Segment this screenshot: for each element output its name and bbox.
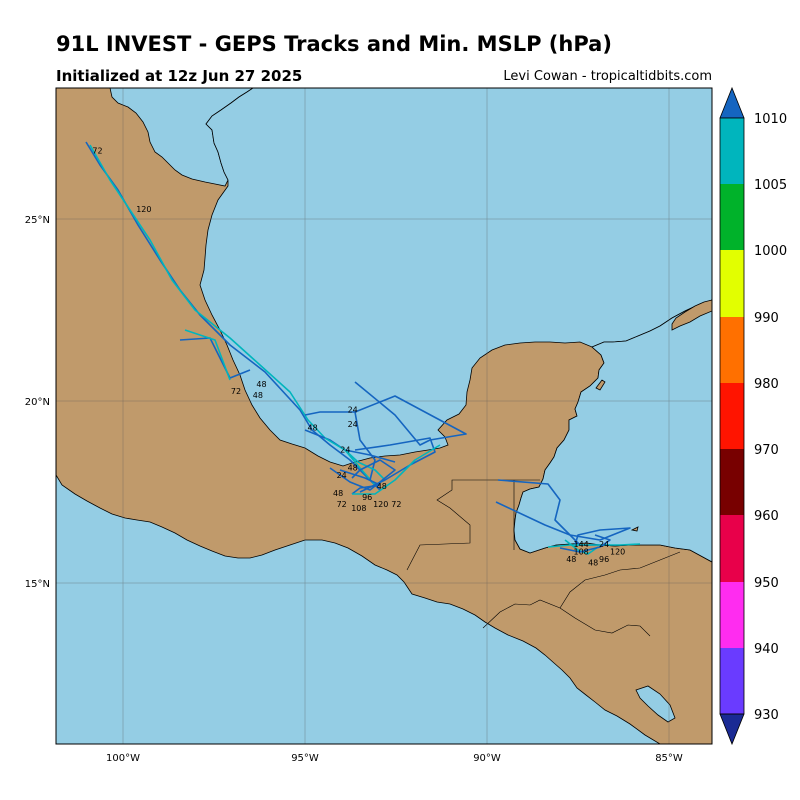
track-line	[354, 437, 436, 493]
storm-tracks	[85, 141, 641, 555]
forecast-hour-label: 72	[337, 500, 347, 509]
forecast-hour-label: 72	[92, 147, 102, 156]
colorbar-segment	[720, 582, 744, 648]
forecast-hour-label: 48	[566, 555, 576, 564]
forecast-hour-label: 120	[373, 500, 388, 509]
colorbar-label: 990	[754, 311, 779, 326]
lon-tick-label: 90°W	[473, 753, 501, 764]
forecast-hour-label: 48	[377, 482, 387, 491]
colorbar-frame	[719, 117, 745, 715]
colorbar-label: 960	[754, 509, 779, 524]
colorbar-segment	[720, 118, 744, 184]
forecast-hour-label: 48	[308, 424, 318, 433]
forecast-hour-label: 72	[231, 387, 241, 396]
colorbar-extend-top	[719, 86, 745, 119]
forecast-hour-label: 72	[391, 500, 401, 509]
lon-tick-label: 85°W	[655, 753, 683, 764]
colorbar-label: 1000	[754, 244, 787, 259]
credit-label: Levi Cowan - tropicaltidbits.com	[503, 69, 712, 84]
track-line	[329, 459, 396, 491]
gulf-coast-mexico	[199, 88, 712, 467]
forecast-hour-label: 48	[253, 391, 263, 400]
colorbar-segment	[720, 648, 744, 714]
land-cuba	[671, 299, 712, 331]
track-line	[352, 444, 441, 495]
forecast-hour-label: 24	[340, 445, 350, 454]
colorbar-segment	[720, 250, 744, 317]
forecast-hour-label: 96	[362, 493, 372, 502]
colorbar-label: 980	[754, 377, 779, 392]
forecast-hour-label: 120	[136, 205, 151, 214]
forecast-hour-label: 48	[256, 380, 266, 389]
track-line	[339, 469, 381, 495]
colorbar-segment	[720, 449, 744, 515]
colorbar-segment	[720, 383, 744, 449]
track-line	[559, 534, 611, 553]
island-cozumel	[595, 379, 606, 391]
page-title: 91L INVEST - GEPS Tracks and Min. MSLP (…	[56, 32, 612, 56]
island-bay-islands	[630, 526, 639, 532]
colorbar-label: 1005	[754, 178, 787, 193]
track-line	[497, 479, 581, 546]
lat-tick-label: 20°N	[25, 397, 50, 408]
colorbar-label: 950	[754, 576, 779, 591]
mslp-colorbar: 1010 1005 1000 990 980 970 960 950 940 9…	[719, 86, 787, 746]
forecast-hour-label: 48	[333, 489, 343, 498]
forecast-hour-label: 24	[348, 420, 358, 429]
colorbar-segment	[720, 317, 744, 383]
forecast-hour-label: 96	[599, 555, 609, 564]
lat-tick-labels: 25°N 20°N 15°N	[25, 215, 50, 590]
lon-tick-label: 95°W	[291, 753, 319, 764]
forecast-hour-label: 108	[574, 548, 589, 557]
colorbar-label: 940	[754, 642, 779, 657]
lake-nicaragua	[635, 685, 676, 723]
track-line	[324, 437, 386, 481]
lon-tick-labels: 100°W 95°W 90°W 85°W	[106, 753, 683, 764]
forecast-hour-label: 108	[351, 504, 366, 513]
country-borders	[406, 479, 681, 637]
forecast-hour-label: 24	[337, 471, 347, 480]
forecast-hour-label: 48	[348, 464, 358, 473]
forecast-hour-label: 24	[348, 405, 358, 414]
map-frame	[55, 87, 713, 745]
colorbar-label: 930	[754, 708, 779, 723]
colorbar-segment	[720, 184, 744, 250]
colorbar-label: 1010	[754, 112, 787, 127]
init-time-subtitle: Initialized at 12z Jun 27 2025	[56, 67, 303, 85]
colorbar-label: 970	[754, 443, 779, 458]
forecast-hour-label: 24	[599, 540, 609, 549]
colorbar-labels: 1010 1005 1000 990 980 970 960 950 940 9…	[754, 112, 787, 723]
forecast-hour-label: 120	[610, 548, 625, 557]
forecast-hour-label: 144	[574, 540, 589, 549]
colorbar-extend-bottom	[719, 713, 745, 746]
track-line	[184, 329, 231, 381]
lat-tick-label: 15°N	[25, 579, 50, 590]
track-line	[547, 543, 641, 548]
track-line	[179, 337, 251, 379]
lat-tick-label: 25°N	[25, 215, 50, 226]
lon-tick-label: 100°W	[106, 753, 140, 764]
colorbar-segment	[720, 515, 744, 582]
forecast-hour-label: 48	[588, 558, 598, 567]
